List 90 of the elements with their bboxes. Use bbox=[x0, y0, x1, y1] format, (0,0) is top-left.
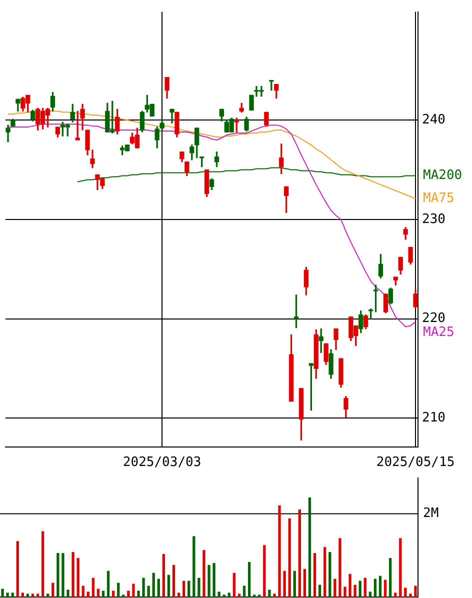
bar bbox=[11, 592, 14, 597]
bar bbox=[62, 553, 64, 597]
bar bbox=[378, 576, 382, 597]
ref-line-label: 2M bbox=[423, 506, 439, 522]
bar bbox=[82, 586, 84, 597]
x-tick-label: 2025/03/03 bbox=[122, 455, 202, 470]
bar bbox=[26, 594, 30, 597]
bar bbox=[288, 518, 291, 597]
bar bbox=[188, 580, 190, 597]
bar bbox=[308, 498, 312, 597]
bar bbox=[238, 594, 241, 597]
y-tick-label: 220 bbox=[422, 311, 446, 326]
series-label: MA25 bbox=[423, 325, 454, 340]
bar bbox=[31, 594, 34, 597]
bar bbox=[6, 592, 9, 597]
bar bbox=[21, 592, 24, 597]
bar bbox=[228, 592, 230, 597]
bar bbox=[157, 578, 160, 597]
bar bbox=[263, 545, 266, 597]
bar bbox=[394, 592, 397, 597]
bar bbox=[162, 554, 166, 597]
bar bbox=[192, 536, 196, 597]
bar bbox=[218, 592, 220, 597]
bar bbox=[46, 594, 50, 597]
bar bbox=[348, 574, 352, 597]
bar bbox=[344, 586, 346, 597]
y-tick-label: 210 bbox=[422, 410, 446, 426]
bar bbox=[318, 584, 322, 597]
bar bbox=[127, 590, 130, 597]
y-tick-label: 230 bbox=[422, 212, 446, 227]
bar bbox=[242, 586, 246, 597]
bar bbox=[182, 580, 186, 597]
bar bbox=[232, 572, 236, 597]
bar bbox=[132, 584, 135, 597]
bar bbox=[278, 505, 281, 597]
bar bbox=[414, 586, 417, 597]
bar bbox=[313, 553, 316, 597]
bar bbox=[72, 552, 74, 597]
bar bbox=[384, 580, 387, 597]
bar bbox=[338, 538, 342, 597]
bar bbox=[152, 572, 155, 597]
bar bbox=[364, 578, 366, 597]
bar bbox=[303, 568, 306, 597]
bar bbox=[268, 590, 271, 597]
bar bbox=[117, 582, 120, 597]
bar bbox=[208, 564, 210, 597]
bar bbox=[102, 590, 105, 597]
bar bbox=[76, 558, 80, 597]
bar bbox=[273, 594, 276, 597]
bar bbox=[358, 580, 362, 597]
bar bbox=[328, 552, 332, 597]
bar bbox=[334, 578, 336, 597]
bar bbox=[52, 582, 54, 597]
bar bbox=[293, 570, 296, 597]
y-tick-label: 240 bbox=[422, 112, 446, 128]
bar bbox=[177, 592, 180, 597]
bar bbox=[1, 588, 4, 597]
bar bbox=[56, 553, 60, 597]
bar bbox=[142, 578, 145, 597]
bar bbox=[248, 562, 251, 597]
x-tick-label: 2025/05/15 bbox=[376, 455, 455, 470]
bar bbox=[374, 578, 377, 597]
bar bbox=[283, 570, 286, 597]
bar bbox=[92, 578, 94, 597]
bar bbox=[298, 509, 301, 597]
bar bbox=[36, 594, 40, 597]
bar bbox=[368, 592, 372, 597]
bar bbox=[112, 590, 115, 597]
bar bbox=[41, 531, 44, 597]
candlestick bbox=[170, 108, 174, 124]
bar bbox=[409, 594, 412, 597]
bar bbox=[147, 586, 150, 597]
bar bbox=[399, 538, 402, 597]
bar bbox=[86, 592, 90, 597]
bar bbox=[106, 570, 110, 597]
bar bbox=[172, 564, 176, 597]
series-label: MA200 bbox=[423, 168, 462, 184]
bar bbox=[324, 547, 326, 597]
bar bbox=[66, 590, 70, 597]
bar bbox=[167, 574, 170, 597]
bar bbox=[354, 584, 356, 597]
bar bbox=[16, 541, 19, 597]
series-label: MA75 bbox=[423, 190, 454, 206]
bar bbox=[404, 588, 407, 597]
bar bbox=[212, 562, 216, 597]
bar bbox=[137, 590, 140, 597]
bar bbox=[202, 550, 206, 597]
bar bbox=[96, 588, 100, 597]
bar bbox=[198, 578, 200, 597]
bar bbox=[388, 558, 392, 597]
